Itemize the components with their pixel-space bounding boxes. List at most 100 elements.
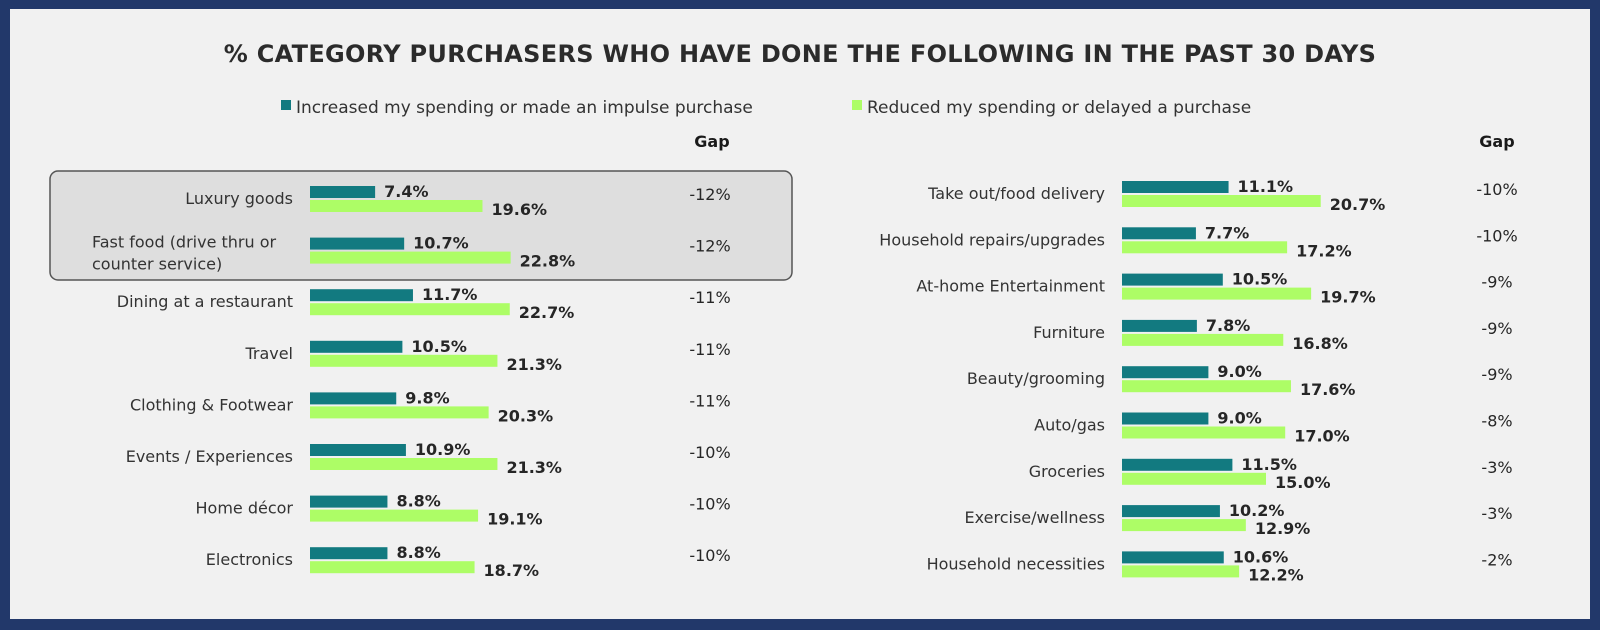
legend-swatch-reduced [852,100,862,110]
data-label-reduced: 21.3% [506,355,562,374]
category-label: Auto/gas [1034,416,1105,435]
gap-value: -10% [689,495,730,514]
bar-increased [1122,412,1209,425]
bar-increased [1122,273,1223,286]
bar-reduced [310,406,489,419]
data-label-increased: 11.7% [422,285,478,304]
category-label: Take out/food delivery [927,184,1105,203]
bar-increased [1122,181,1229,193]
chart-frame [10,9,1590,619]
data-label-reduced: 17.2% [1296,241,1352,260]
data-label-increased: 10.7% [413,234,469,253]
gap-value: -10% [689,546,730,565]
gap-value: -10% [1476,180,1517,199]
bar-reduced [310,200,483,212]
bar-reduced [1122,380,1291,393]
category-label: Home décor [196,499,294,518]
bar-reduced [1122,565,1240,578]
gap-value: -12% [689,185,730,204]
data-label-reduced: 15.0% [1275,473,1331,492]
bar-increased [310,289,413,302]
gap-value: -10% [1476,226,1517,245]
data-label-increased: 10.6% [1233,547,1289,566]
gap-value: -10% [689,443,730,462]
legend: Increased my spending or made an impulse… [281,98,1251,118]
bar-increased [310,186,376,198]
bar-increased [1122,458,1233,471]
gap-value: -11% [689,288,730,307]
gap-header-left: Gap [694,132,729,151]
data-label-increased: 8.8% [396,543,440,562]
bar-increased [1122,505,1220,518]
data-label-increased: 9.8% [405,388,449,407]
gap-value: -11% [689,340,730,359]
data-label-reduced: 20.7% [1330,195,1386,214]
data-label-reduced: 12.9% [1255,519,1311,538]
bar-increased [310,392,397,405]
data-label-reduced: 20.3% [498,406,554,425]
category-label: At-home Entertainment [916,277,1105,296]
gap-value: -9% [1481,319,1512,338]
data-label-reduced: 17.6% [1300,380,1356,399]
category-label: Dining at a restaurant [117,292,293,311]
bar-increased [1122,227,1196,240]
bar-reduced [1122,287,1312,300]
gap-value: -2% [1481,550,1512,569]
chart-title: % CATEGORY PURCHASERS WHO HAVE DONE THE … [224,40,1377,68]
bar-reduced [310,303,510,316]
gap-value: -8% [1481,412,1512,431]
bar-reduced [1122,195,1321,207]
legend-label-reduced: Reduced my spending or delayed a purchas… [867,98,1251,118]
bar-increased [1122,366,1209,379]
category-label: Travel [244,344,293,363]
category-label: Beauty/grooming [967,369,1105,388]
bar-reduced [1122,472,1266,485]
category-label: Electronics [206,550,293,569]
data-label-reduced: 16.8% [1292,334,1348,353]
data-label-increased: 9.0% [1217,362,1261,381]
bar-increased [310,237,405,250]
data-label-reduced: 19.1% [487,510,543,529]
category-label: Exercise/wellness [965,508,1105,527]
data-label-reduced: 22.8% [520,252,576,271]
gap-value: -3% [1481,504,1512,523]
data-label-increased: 10.2% [1229,501,1285,520]
data-label-increased: 10.9% [415,440,471,459]
bar-increased [310,495,388,508]
data-label-increased: 7.4% [384,182,428,201]
bar-reduced [310,251,511,264]
category-label: Fast food (drive thru or [92,233,277,252]
data-label-increased: 11.5% [1241,455,1297,474]
bar-reduced [1122,426,1286,439]
category-label: Events / Experiences [126,447,293,466]
bar-reduced [310,561,475,574]
data-label-reduced: 21.3% [506,458,562,477]
highlight-box [49,170,793,281]
data-label-increased: 8.8% [396,492,440,511]
bars-layer: 7.4% 19.6% Luxury goods -12% 10.7% 22.8% Fast … [92,177,1518,584]
bar-increased [310,340,403,353]
data-label-increased: 9.0% [1217,409,1261,428]
data-label-increased: 7.8% [1206,316,1250,335]
data-label-increased: 10.5% [411,337,467,356]
data-label-reduced: 22.7% [519,303,575,322]
bar-reduced [1122,241,1288,254]
bar-reduced [1122,519,1246,532]
data-label-reduced: 19.6% [491,200,547,219]
data-label-increased: 7.7% [1205,223,1249,242]
bar-increased [310,547,388,560]
gap-value: -12% [689,237,730,256]
category-label: Furniture [1033,323,1105,342]
gap-value: -11% [689,391,730,410]
bar-increased [310,444,406,456]
gap-value: -9% [1481,365,1512,384]
category-label: counter service) [92,255,222,274]
bar-reduced [310,354,498,367]
category-label: Household necessities [927,554,1105,573]
bar-increased [1122,551,1224,564]
data-label-increased: 11.1% [1238,177,1294,196]
gap-value: -3% [1481,458,1512,477]
data-label-increased: 10.5% [1232,270,1288,289]
data-label-reduced: 17.0% [1294,427,1350,446]
